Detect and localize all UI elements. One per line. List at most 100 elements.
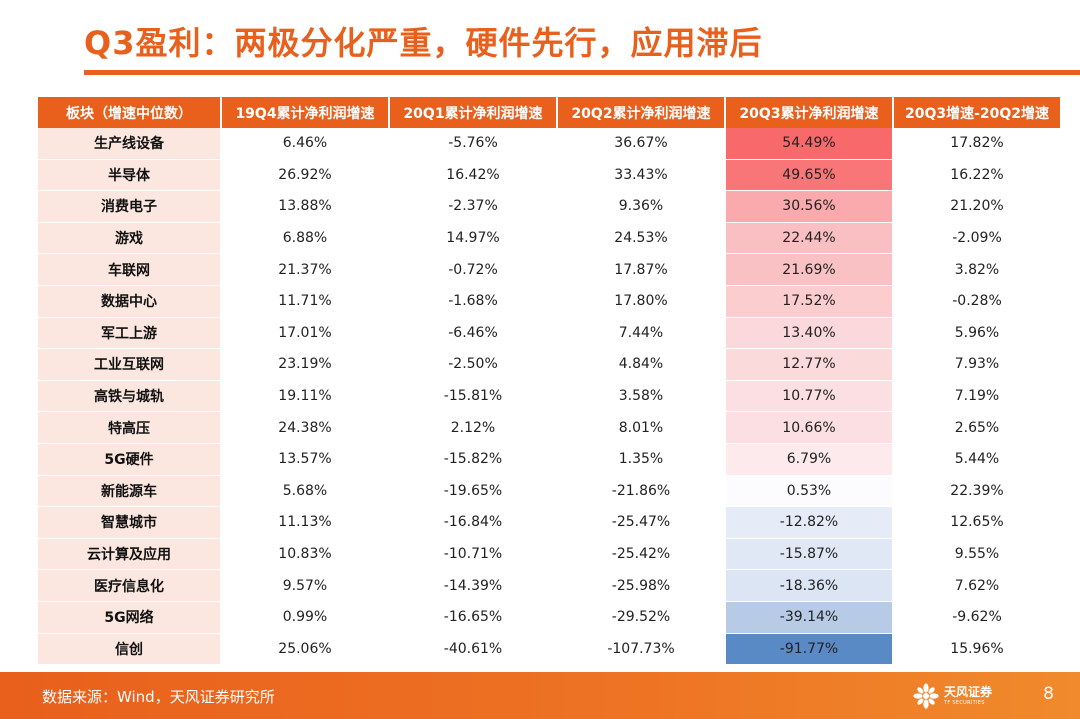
growth-value-cell: 23.19%	[222, 349, 390, 381]
growth-value-cell: 36.67%	[558, 128, 726, 160]
growth-value-cell: 14.97%	[390, 222, 558, 255]
table-row: 5G网络 0.99% -16.65% -29.52% -39.14% -9.62%	[38, 601, 1060, 634]
growth-value-cell: 17.82%	[894, 128, 1060, 160]
table-row: 半导体 26.92% 16.42% 33.43% 49.65% 16.22%	[38, 159, 1060, 192]
sector-name-cell: 数据中心	[38, 285, 222, 318]
table-row: 5G硬件 13.57% -15.82% 1.35% 6.79% 5.44%	[38, 443, 1060, 476]
growth-value-cell: 7.62%	[894, 570, 1060, 602]
table-row: 军工上游 17.01% -6.46% 7.44% 13.40% 5.96%	[38, 317, 1060, 350]
company-logo: 天风证券 TF SECURITIES	[912, 680, 1012, 712]
q3-heat-cell: 12.77%	[726, 349, 894, 381]
growth-value-cell: 13.57%	[222, 443, 390, 476]
q3-heat-cell: -12.82%	[726, 507, 894, 539]
q3-heat-cell: 10.66%	[726, 412, 894, 444]
sector-name-cell: 智慧城市	[38, 507, 222, 539]
growth-value-cell: 0.99%	[222, 601, 390, 634]
growth-value-cell: 5.96%	[894, 318, 1060, 350]
growth-value-cell: -19.65%	[390, 475, 558, 508]
growth-value-cell: 16.22%	[894, 160, 1060, 192]
q3-heat-cell: -15.87%	[726, 538, 894, 571]
growth-table: 板块（增速中位数） 19Q4累计净利润增速 20Q1累计净利润增速 20Q2累计净利润…	[38, 97, 1060, 666]
growth-value-cell: 1.35%	[558, 443, 726, 476]
growth-value-cell: -107.73%	[558, 633, 726, 666]
table-row: 生产线设备 6.46% -5.76% 36.67% 54.49% 17.82%	[38, 128, 1060, 160]
growth-value-cell: 24.38%	[222, 412, 390, 444]
table-row: 车联网 21.37% -0.72% 17.87% 21.69% 3.82%	[38, 254, 1060, 286]
column-header: 19Q4累计净利润增速	[222, 97, 390, 128]
sector-name-cell: 半导体	[38, 159, 222, 192]
table-body: 生产线设备 6.46% -5.76% 36.67% 54.49% 17.82% 半导体 26.…	[38, 128, 1060, 666]
sector-name-cell: 生产线设备	[38, 128, 222, 160]
growth-value-cell: 24.53%	[558, 222, 726, 255]
growth-value-cell: 12.65%	[894, 507, 1060, 539]
growth-value-cell: -2.09%	[894, 223, 1060, 255]
sector-name-cell: 工业互联网	[38, 349, 222, 381]
growth-value-cell: 25.06%	[222, 633, 390, 666]
sector-name-cell: 游戏	[38, 222, 222, 255]
growth-value-cell: -21.86%	[558, 475, 726, 508]
growth-value-cell: 2.65%	[894, 412, 1060, 444]
table-row: 消费电子 13.88% -2.37% 9.36% 30.56% 21.20%	[38, 191, 1060, 223]
growth-value-cell: 26.92%	[222, 159, 390, 192]
growth-value-cell: -15.82%	[390, 443, 558, 476]
q3-heat-cell: 21.69%	[726, 254, 894, 286]
footer-bar	[0, 672, 1080, 719]
logo-en-text: TF SECURITIES	[944, 700, 985, 706]
growth-value-cell: 17.80%	[558, 285, 726, 318]
table-row: 智慧城市 11.13% -16.84% -25.47% -12.82% 12.65%	[38, 507, 1060, 539]
growth-value-cell: 15.96%	[894, 634, 1060, 666]
growth-value-cell: -40.61%	[390, 633, 558, 666]
growth-value-cell: 4.84%	[558, 349, 726, 381]
growth-value-cell: -2.50%	[390, 349, 558, 381]
q3-heat-cell: 54.49%	[726, 128, 894, 160]
growth-value-cell: 10.83%	[222, 538, 390, 571]
table-row: 特高压 24.38% 2.12% 8.01% 10.66% 2.65%	[38, 412, 1060, 444]
sector-name-cell: 5G硬件	[38, 443, 222, 476]
growth-value-cell: -1.68%	[390, 285, 558, 318]
growth-value-cell: 11.13%	[222, 507, 390, 539]
growth-value-cell: 6.46%	[222, 128, 390, 160]
sector-name-cell: 高铁与城轨	[38, 380, 222, 413]
page-number: 8	[1043, 684, 1054, 704]
column-header: 20Q3增速-20Q2增速	[894, 97, 1060, 128]
table-row: 高铁与城轨 19.11% -15.81% 3.58% 10.77% 7.19%	[38, 380, 1060, 413]
logo-cn-text: 天风证券	[944, 685, 993, 699]
title-divider	[84, 70, 1080, 75]
column-header: 20Q2累计净利润增速	[558, 97, 726, 128]
growth-value-cell: 7.93%	[894, 349, 1060, 381]
growth-value-cell: 7.19%	[894, 381, 1060, 413]
q3-heat-cell: -18.36%	[726, 570, 894, 602]
q3-heat-cell: 10.77%	[726, 380, 894, 413]
growth-value-cell: -16.84%	[390, 507, 558, 539]
sector-name-cell: 云计算及应用	[38, 538, 222, 571]
growth-value-cell: 21.37%	[222, 254, 390, 286]
growth-value-cell: 7.44%	[558, 317, 726, 350]
growth-value-cell: 9.55%	[894, 539, 1060, 571]
q3-heat-cell: 49.65%	[726, 159, 894, 192]
table-row: 新能源车 5.68% -19.65% -21.86% 0.53% 22.39%	[38, 475, 1060, 508]
growth-value-cell: 3.58%	[558, 380, 726, 413]
growth-value-cell: 19.11%	[222, 380, 390, 413]
sector-name-cell: 车联网	[38, 254, 222, 286]
sector-name-cell: 消费电子	[38, 191, 222, 223]
growth-value-cell: -25.98%	[558, 570, 726, 602]
growth-value-cell: -15.81%	[390, 380, 558, 413]
growth-value-cell: 9.36%	[558, 191, 726, 223]
growth-value-cell: -9.62%	[894, 602, 1060, 634]
table-row: 云计算及应用 10.83% -10.71% -25.42% -15.87% 9.55%	[38, 538, 1060, 571]
growth-value-cell: 17.01%	[222, 317, 390, 350]
q3-heat-cell: 13.40%	[726, 317, 894, 350]
table-row: 工业互联网 23.19% -2.50% 4.84% 12.77% 7.93%	[38, 349, 1060, 381]
sector-name-cell: 新能源车	[38, 475, 222, 508]
growth-value-cell: 2.12%	[390, 412, 558, 444]
sector-name-cell: 军工上游	[38, 317, 222, 350]
growth-value-cell: 9.57%	[222, 570, 390, 602]
growth-value-cell: -2.37%	[390, 191, 558, 223]
sector-name-cell: 特高压	[38, 412, 222, 444]
table-header-row: 板块（增速中位数） 19Q4累计净利润增速 20Q1累计净利润增速 20Q2累计净利润…	[38, 97, 1060, 128]
growth-value-cell: -10.71%	[390, 538, 558, 571]
page-title: Q3盈利：两极分化严重，硬件先行，应用滞后	[84, 24, 763, 62]
column-header: 板块（增速中位数）	[38, 97, 222, 128]
table-row: 信创 25.06% -40.61% -107.73% -91.77% 15.96%	[38, 633, 1060, 666]
q3-heat-cell: 6.79%	[726, 443, 894, 476]
